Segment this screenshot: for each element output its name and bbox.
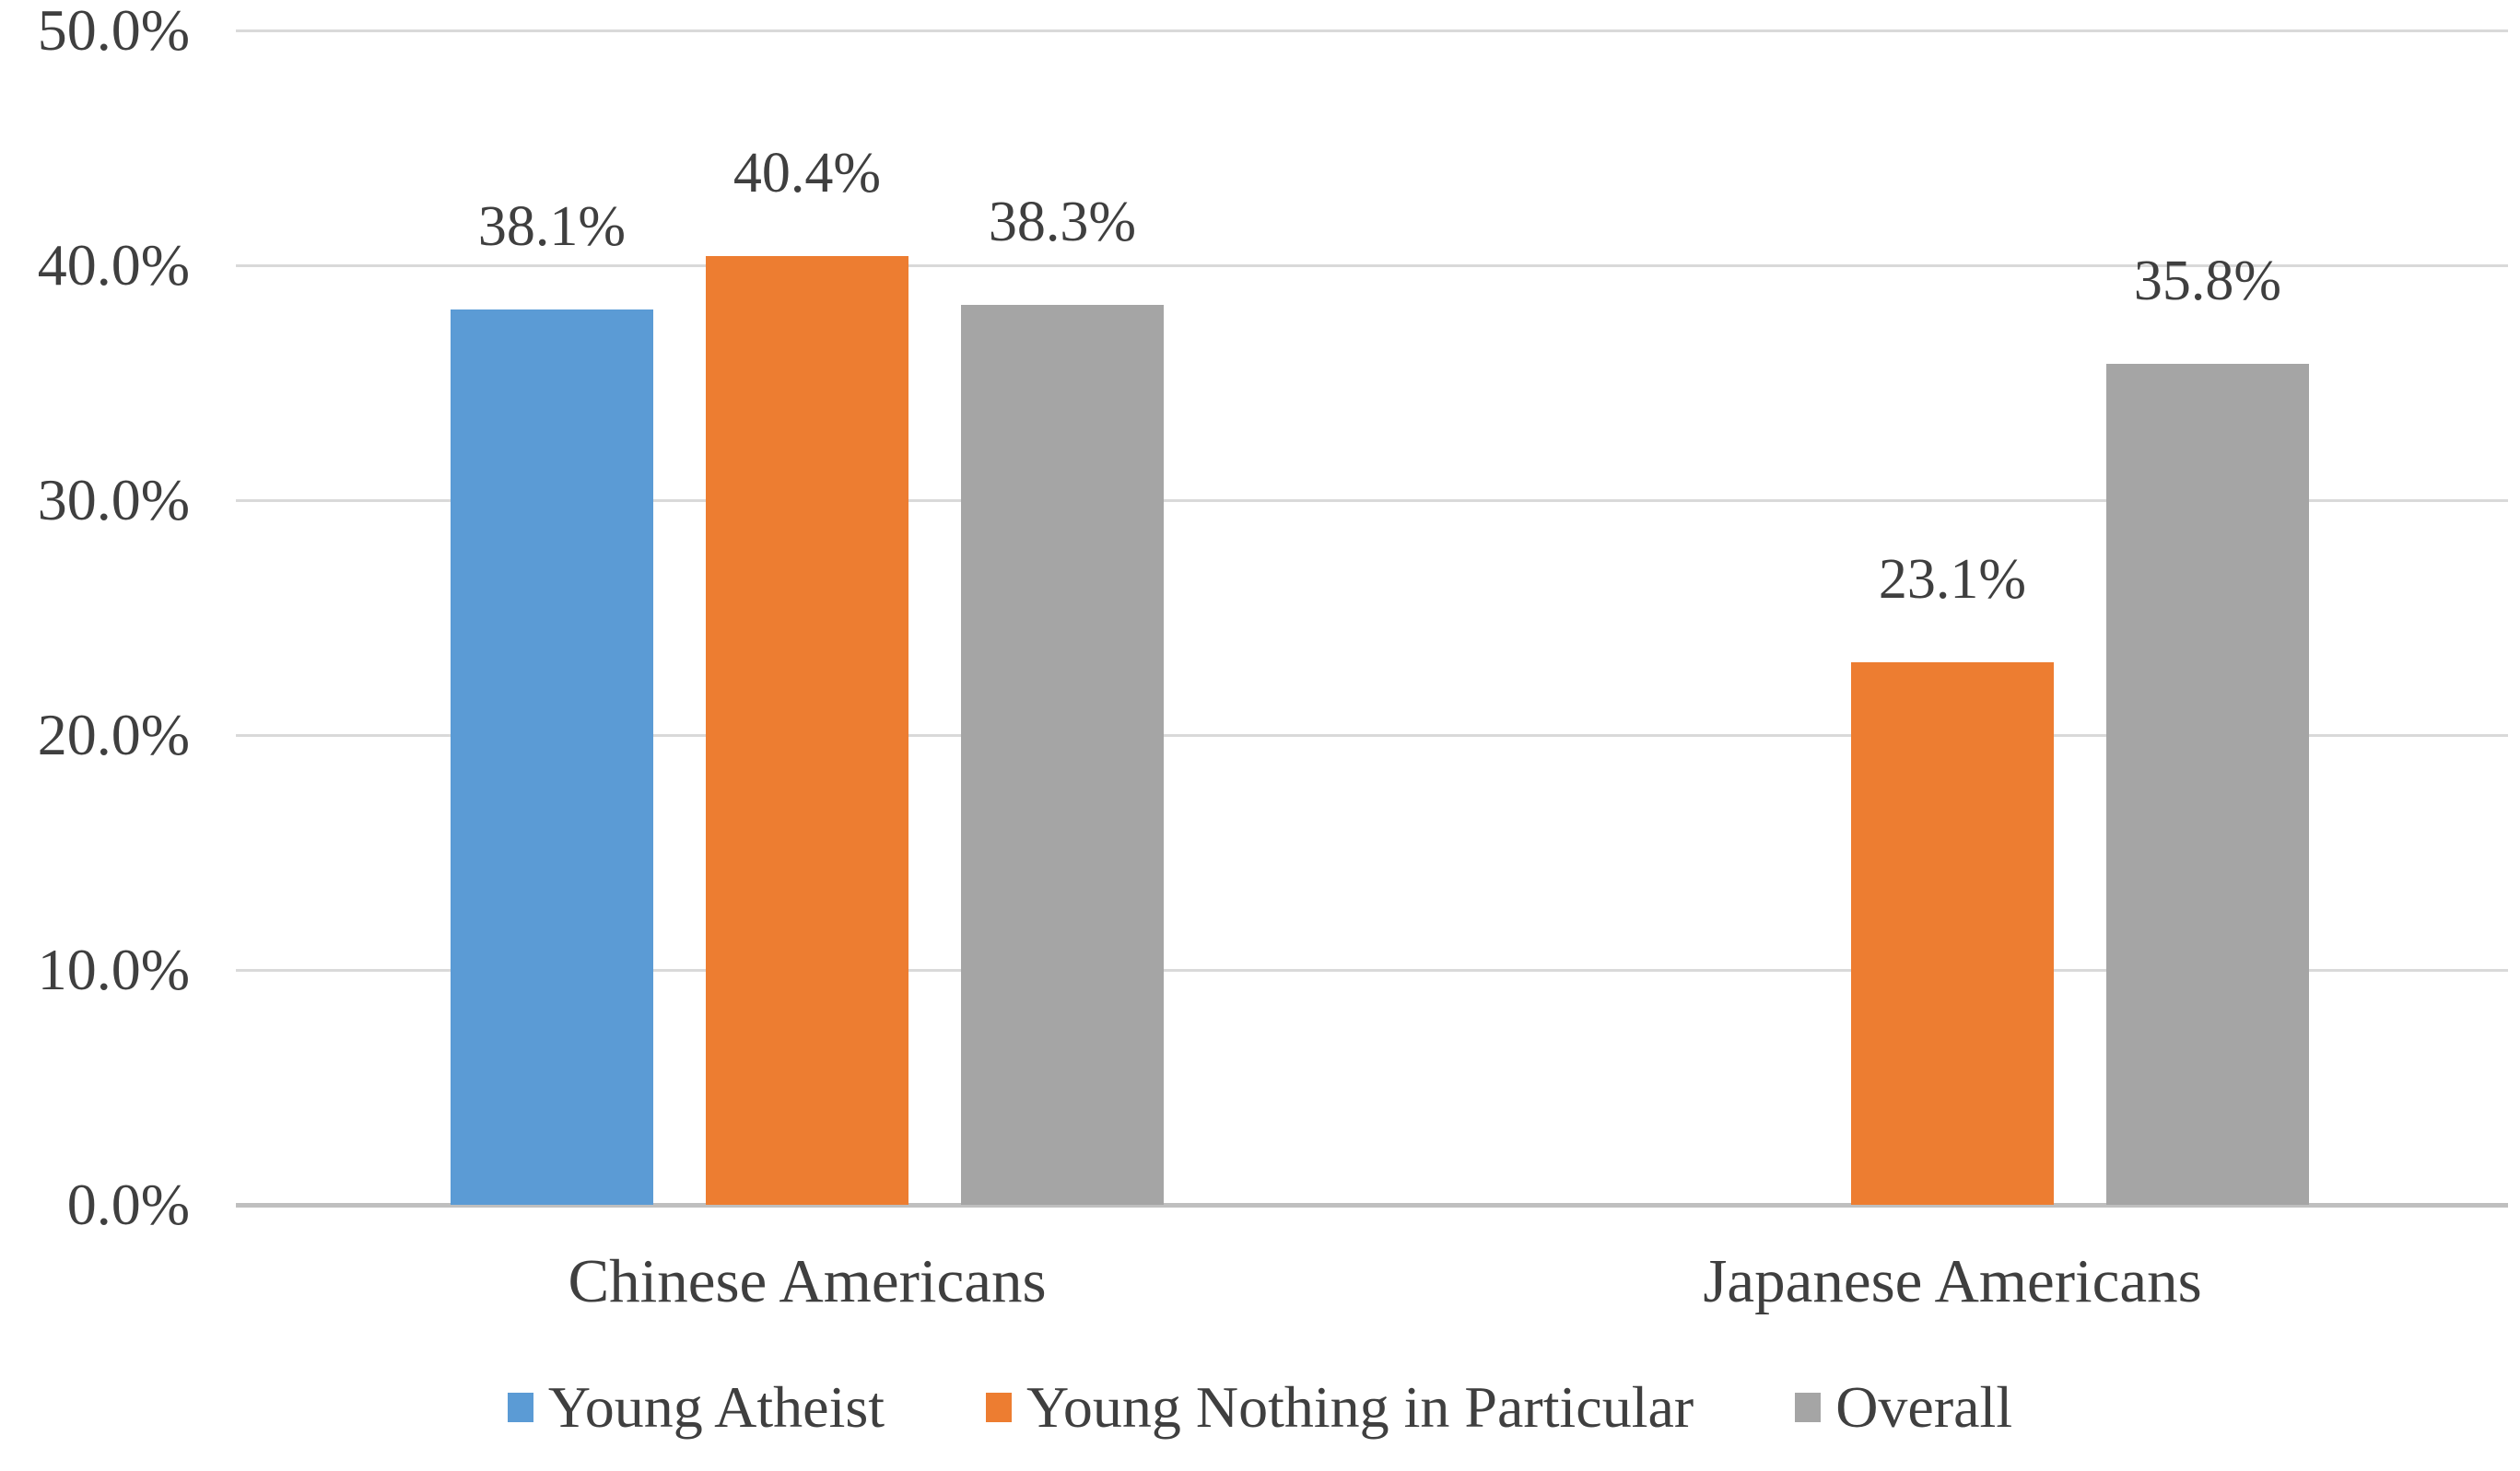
legend: Young Atheist Young Nothing in Particular…: [0, 1371, 2520, 1444]
legend-item-young-atheist: Young Atheist: [507, 1371, 885, 1444]
y-axis-tick-label: 0.0%: [66, 1172, 190, 1237]
gridline: [236, 499, 2508, 502]
bar-japanese-americans-overall: [2106, 364, 2309, 1205]
legend-label: Overall: [1835, 1374, 2013, 1440]
gridline: [236, 969, 2508, 972]
legend-color-swatch-icon: [507, 1393, 533, 1422]
y-axis-tick-label: 30.0%: [37, 467, 190, 532]
bar-value-label: 23.1%: [1878, 547, 2027, 611]
bar-chinese-americans-young-nothing-in-particular: [706, 255, 908, 1205]
bar-japanese-americans-young-nothing-in-particular: [1851, 661, 2054, 1205]
bar-value-label: 40.4%: [733, 141, 882, 204]
bar-value-label: 38.1%: [477, 195, 627, 259]
bar-value-label: 38.3%: [988, 191, 1137, 254]
y-axis-tick-label: 10.0%: [37, 937, 190, 1002]
gridline: [236, 29, 2508, 32]
category-label-japanese-americans: Japanese Americans: [1703, 1247, 2202, 1315]
legend-color-swatch-icon: [1795, 1393, 1822, 1422]
x-axis-line: [236, 1203, 2508, 1208]
legend-label: Young Nothing in Particular: [1026, 1374, 1694, 1440]
legend-label: Young Atheist: [547, 1374, 885, 1440]
legend-color-swatch-icon: [986, 1393, 1013, 1422]
y-axis-tick-label: 40.0%: [37, 232, 190, 298]
legend-item-overall: Overall: [1795, 1371, 2012, 1444]
y-axis-tick-label: 50.0%: [37, 0, 190, 63]
bar-chinese-americans-overall: [961, 305, 1164, 1205]
y-axis-tick-label: 20.0%: [37, 702, 190, 767]
legend-item-young-nothing-in-particular: Young Nothing in Particular: [986, 1371, 1694, 1444]
category-label-chinese-americans: Chinese Americans: [568, 1247, 1047, 1315]
gridline: [236, 734, 2508, 737]
bar-value-label: 35.8%: [2133, 250, 2282, 313]
gridline: [236, 264, 2508, 267]
bar-chinese-americans-young-atheist: [451, 309, 653, 1205]
